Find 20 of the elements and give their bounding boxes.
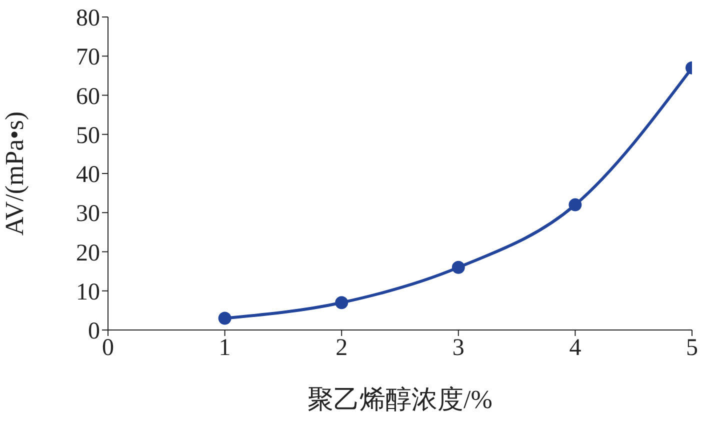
- y-tick-label: 80: [76, 6, 100, 32]
- y-tick-label: 20: [76, 240, 100, 266]
- x-tick-label: 3: [452, 335, 464, 362]
- x-axis-title: 聚乙烯醇浓度/%: [308, 385, 492, 414]
- point: [218, 312, 232, 325]
- point: [568, 198, 582, 212]
- y-tick-label: 10: [76, 279, 100, 306]
- y-tick-label: 70: [76, 44, 100, 71]
- y-tick-label: 0: [88, 318, 100, 345]
- point: [452, 260, 465, 274]
- x-tick-label: 2: [336, 335, 348, 362]
- y-tick-label: 40: [76, 162, 100, 188]
- x-tick-label: 4: [569, 335, 582, 362]
- point: [335, 296, 348, 310]
- x-tick-label: 5: [686, 335, 698, 362]
- y-tick-label: 30: [76, 201, 100, 228]
- y-axis-title: AV/(mPa•s): [0, 111, 30, 236]
- y-tick-label: 50: [76, 122, 100, 149]
- x-tick-label: 1: [218, 335, 231, 362]
- y-tick-label: 60: [76, 84, 100, 110]
